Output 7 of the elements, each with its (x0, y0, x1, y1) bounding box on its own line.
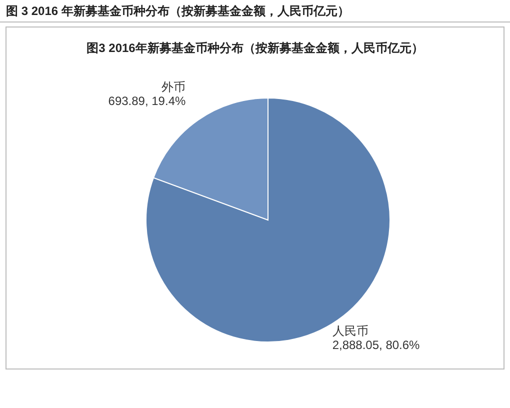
slice-label: 外币 (162, 80, 186, 94)
chart-title: 图 3 2016 年新募基金币种分布（按新募基金金额，人民币亿元） (6, 4, 350, 18)
chart-subtitle: 图3 2016年新募基金币种分布（按新募基金金额，人民币亿元） (86, 41, 424, 55)
data-label: 2,888.05, 80.6% (332, 338, 420, 352)
pie-slice (146, 98, 390, 342)
data-label: 693.89, 19.4% (108, 94, 186, 108)
slice-label: 人民币 (332, 324, 368, 338)
